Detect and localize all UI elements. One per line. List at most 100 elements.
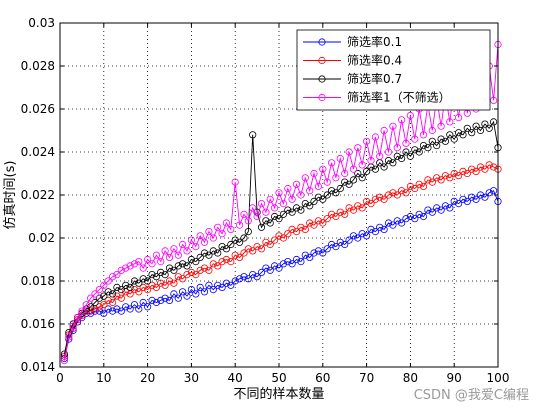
data-point <box>446 131 454 139</box>
data-point <box>144 255 152 264</box>
data-point <box>227 281 235 289</box>
data-point <box>91 307 99 315</box>
legend-label: 筛选率0.1 <box>347 34 402 49</box>
y-axis-label: 仿真时间(s) <box>3 161 18 230</box>
data-point <box>231 251 239 259</box>
data-point <box>148 296 156 304</box>
data-point <box>209 285 217 294</box>
data-point <box>415 210 423 218</box>
data-point <box>139 275 147 283</box>
data-point <box>262 217 270 225</box>
data-point <box>319 249 327 257</box>
data-point <box>174 294 182 302</box>
data-point <box>231 236 239 244</box>
data-point <box>187 268 195 276</box>
data-point <box>231 277 239 285</box>
data-point <box>485 124 493 132</box>
data-point <box>209 247 217 255</box>
data-point <box>397 187 406 195</box>
data-point <box>139 264 147 272</box>
data-point <box>249 204 257 212</box>
data-point <box>113 305 121 313</box>
series-4 <box>60 40 502 365</box>
data-point <box>310 197 318 205</box>
data-point <box>270 262 279 270</box>
data-point <box>218 230 226 238</box>
data-point <box>244 245 252 253</box>
data-point <box>393 144 401 152</box>
data-point <box>306 202 314 210</box>
data-point <box>130 285 139 294</box>
data-point <box>376 193 384 201</box>
data-point <box>73 313 82 322</box>
data-point <box>292 180 301 188</box>
data-point <box>222 219 230 227</box>
data-point <box>100 301 108 309</box>
data-point <box>367 157 375 165</box>
x-tick-label: 0 <box>56 371 64 385</box>
data-point <box>200 264 209 272</box>
data-point <box>454 129 463 137</box>
data-point <box>468 129 476 137</box>
data-point <box>266 266 274 274</box>
data-point <box>95 307 104 315</box>
data-point <box>288 208 296 216</box>
data-point <box>179 288 187 296</box>
data-point <box>95 303 104 311</box>
data-point <box>196 283 204 291</box>
data-point <box>183 292 191 300</box>
data-point <box>481 165 489 173</box>
data-point <box>157 268 165 276</box>
data-point <box>244 217 252 225</box>
data-point <box>397 219 406 227</box>
data-point <box>485 161 493 169</box>
data-point <box>275 215 283 223</box>
data-point <box>257 200 266 208</box>
data-point <box>292 204 301 212</box>
data-point <box>192 257 200 266</box>
data-point <box>192 243 200 251</box>
data-point <box>279 210 287 218</box>
data-point <box>406 111 414 120</box>
data-point <box>253 243 261 251</box>
data-point <box>144 285 152 294</box>
data-point <box>165 296 174 304</box>
data-point <box>135 288 143 296</box>
data-point <box>227 225 235 233</box>
data-point <box>130 277 139 285</box>
data-point <box>468 165 476 173</box>
data-point <box>441 202 449 210</box>
data-point <box>454 114 463 122</box>
data-point <box>336 238 344 246</box>
data-point <box>236 221 244 229</box>
data-point <box>284 184 292 193</box>
data-point <box>266 195 274 203</box>
data-point <box>157 279 165 287</box>
legend-swatch-marker <box>318 93 326 102</box>
data-point <box>433 142 441 150</box>
data-point <box>411 184 419 193</box>
data-point <box>174 251 182 259</box>
data-point <box>104 277 112 285</box>
y-tick-label: 0.016 <box>21 317 55 331</box>
data-point <box>428 208 436 216</box>
data-point <box>314 217 322 225</box>
data-point <box>135 305 143 313</box>
data-point <box>109 307 117 315</box>
y-tick-label: 0.018 <box>21 274 55 288</box>
data-point <box>192 290 200 298</box>
data-point <box>327 240 336 249</box>
data-point <box>397 154 406 163</box>
data-point <box>284 257 292 266</box>
data-point <box>165 253 174 261</box>
data-point <box>349 176 358 184</box>
data-point <box>139 283 147 291</box>
data-point <box>481 120 489 128</box>
data-point <box>323 215 331 223</box>
data-point <box>450 135 458 143</box>
data-point <box>310 249 318 257</box>
data-point <box>389 159 397 167</box>
data-point <box>336 208 344 216</box>
y-tick-label: 0.022 <box>21 188 55 202</box>
data-point <box>428 137 436 145</box>
